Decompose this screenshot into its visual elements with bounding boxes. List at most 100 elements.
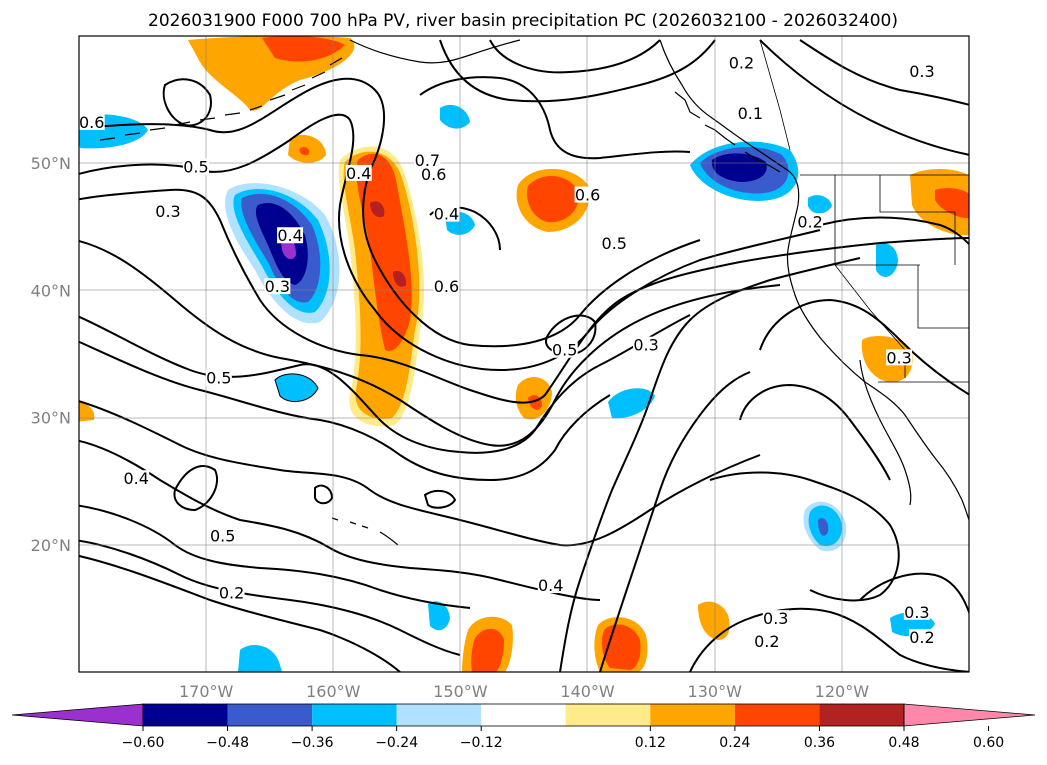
negative-anomaly-pnw-navy [711,153,767,182]
colorbar-tick-label: 0.24 [719,735,750,751]
contour-label-bg [728,54,755,71]
contour-line [799,39,969,106]
contour-label: 0.2 [729,53,754,72]
contour-line [79,400,761,547]
contour-label-bg [182,158,209,175]
contour-label-bg [551,341,578,358]
negative-anomaly-161w-32n [275,373,318,402]
colorbar-segment [565,704,651,726]
contour-label: 0.3 [633,336,658,355]
colorbar-tick-label: −0.12 [460,735,503,751]
contour-label: 0.5 [210,526,235,545]
colorbar-frame [142,703,905,727]
lat-tick-label: 20°N [31,536,71,555]
contour-label-bg [155,203,181,220]
state-boundary [879,175,955,213]
negative-anomaly-124w-47n [808,195,832,214]
contour-line [79,188,969,404]
contour-label: 0.7 [415,151,440,170]
contour-label-bg [762,610,789,627]
positive-anomaly-129w-13n [698,601,730,640]
coastline-alaska [349,39,521,64]
contour-line [759,298,969,396]
contour-label: 0.4 [434,205,459,224]
colorbar-extend-max [903,703,1036,727]
contour-label-bg [797,213,824,230]
contour-label-bg [277,227,304,244]
contour-line [439,39,716,103]
negative-anomaly-150w-north [440,104,470,129]
contour-label: 0.4 [346,164,371,183]
lat-tick-label: 40°N [31,281,71,300]
colorbar-segment [227,704,313,726]
contour-label: 0.3 [909,62,934,81]
colorbar: −0.60 −0.48 −0.36 −0.24 −0.12 0.12 0.24 0.36 0.4… [11,703,1036,751]
contour-label-bg [79,114,105,131]
colorbar-extend-min [11,703,144,727]
lat-tick-label: 50°N [31,154,71,173]
contour-label-bg [433,205,460,222]
contour-line [419,76,691,160]
precip-shading [79,36,969,672]
colorbar-tick-label: 0.48 [888,735,919,751]
contour-label: 0.6 [79,113,104,132]
contour-label-bg [886,349,913,366]
contour-line [423,489,457,509]
contour-label-bg [264,278,291,295]
positive-anomaly-rockies-core [935,188,969,219]
contour-line [819,216,969,246]
contour-line [739,383,891,481]
alaska-canada-border [759,39,791,151]
contour-label-bg [908,63,935,80]
map-frame [78,35,970,673]
negative-anomaly-151w-12n [428,601,450,631]
lon-tick-label: 140°W [560,682,615,701]
contour-label: 0.3 [155,202,180,221]
coastline-hawaii [331,517,399,546]
contour-labels: 0.60.50.30.40.30.40.70.60.40.60.50.60.5 0… [79,53,935,651]
contour-label: 0.3 [265,277,290,296]
contour-label-bg [123,470,150,487]
coastline-aleutians [99,57,343,141]
colorbar-segment [396,704,482,726]
contour-line [545,314,597,357]
contour-label-bg [908,629,935,646]
lon-tick-label: 150°W [433,682,488,701]
positive-anomaly-central-core2 [393,270,407,287]
contour-line [79,314,691,454]
lon-tick-label: 120°W [815,682,870,701]
state-boundary [917,265,969,329]
contour-line [274,373,319,403]
latitude-labels: 20°N 30°N 40°N 50°N [31,154,71,555]
contour-line [314,484,334,505]
contour-label: 0.5 [183,158,208,177]
contour-label-bg [420,166,447,183]
contour-label: 0.3 [904,603,929,622]
colorbar-tick-label: −0.36 [291,735,334,751]
colorbar-segment [143,704,228,726]
contour-label-bg [574,186,601,203]
positive-anomaly-143w-core [526,175,579,223]
negative-anomaly-137w-31n [608,388,655,419]
lat-tick-label: 30°N [31,409,71,428]
contour-label: 0.6 [575,186,600,205]
positive-anomaly-small-north-core [299,147,310,156]
negative-anomaly-165w-10n [238,645,282,672]
contour-label-bg [414,152,441,169]
colorbar-tick-label: 0.60 [973,735,1004,751]
colorbar-tick-label: 0.12 [635,735,666,751]
contour-label: 0.2 [797,212,822,231]
contour-label: 0.4 [277,226,302,245]
positive-anomaly-147w-11n-core [471,628,504,672]
contour-label: 0.6 [421,165,446,184]
contour-label-bg [737,105,764,122]
contour-label-bg [433,278,460,295]
contour-label-bg [633,336,660,353]
contour-label-bg [218,584,245,601]
contour-line [162,78,212,127]
contour-label-bg [753,633,780,650]
contour-line [859,572,969,616]
contour-line [709,471,900,602]
colorbar-segment [819,704,904,726]
